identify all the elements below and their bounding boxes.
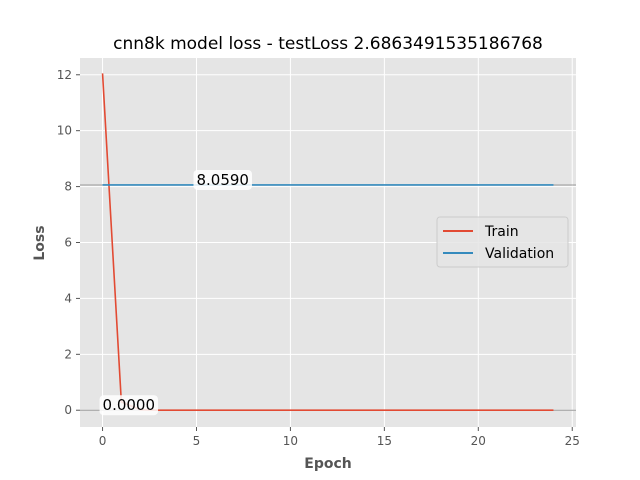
annotation-label: 0.0000 [103,396,156,414]
x-tick-label: 15 [377,434,392,448]
legend-box [436,216,569,268]
annotation-box [99,395,159,416]
y-tick-label: 2 [64,347,72,361]
y-tick-label: 0 [64,403,72,417]
x-tick-label: 25 [565,434,580,448]
y-tick-label: 10 [57,124,72,138]
x-tick-label: 0 [99,434,107,448]
x-tick-label: 5 [193,434,201,448]
y-tick-label: 8 [64,180,72,194]
series-layer [101,73,554,412]
legend-label-validation: Validation [485,246,554,262]
train-series-line [101,73,554,412]
y-tick-label: 12 [57,68,72,82]
annotation-label: 8.0590 [196,171,249,189]
y-tick-label: 4 [64,291,72,305]
x-axis-label: Epoch [304,456,351,472]
y-tick-label: 6 [64,236,72,250]
legend-label-train: Train [484,224,519,240]
x-tick-label: 10 [283,434,298,448]
x-axis-ticks: 0 5 10 15 20 25 [99,427,580,448]
x-tick-label: 20 [471,434,486,448]
y-axis-ticks: 0 2 4 6 8 10 12 [57,68,80,417]
y-axis-label: Loss [32,225,48,260]
legend: Train Validation [436,216,569,268]
annotation-box [193,169,252,190]
annotations: 8.0590 0.0000 [99,169,252,416]
chart-title: cnn8k model loss - testLoss 2.6863491535… [113,34,543,54]
